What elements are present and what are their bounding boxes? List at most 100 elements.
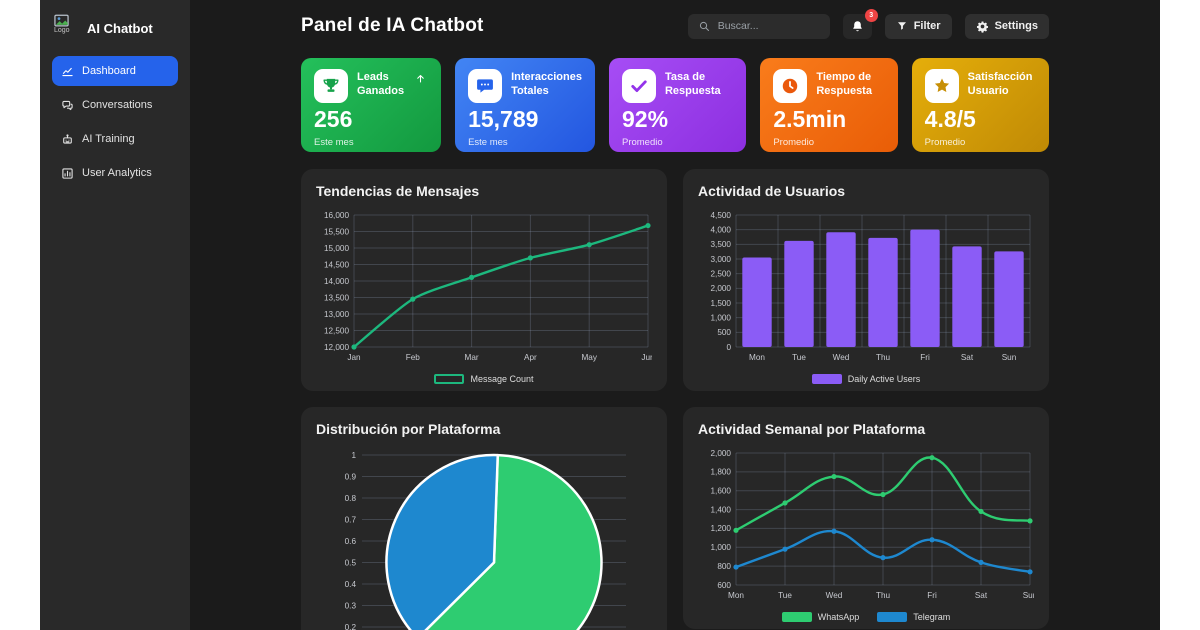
sidebar-item-user-analytics[interactable]: User Analytics bbox=[52, 158, 178, 188]
svg-text:13,500: 13,500 bbox=[324, 293, 349, 302]
svg-text:0.6: 0.6 bbox=[345, 537, 357, 546]
message-trends-line-chart: 12,000 12,500 13,000 13,500 14,000 14,500 15,0… bbox=[324, 211, 655, 362]
chart-legend[interactable]: Daily Active Users bbox=[698, 374, 1034, 384]
stat-cards-row: Leads Ganados 256 Este mes Interacciones… bbox=[301, 58, 1050, 152]
brand: Logo AI Chatbot bbox=[52, 10, 178, 56]
chart-title: Tendencias de Mensajes bbox=[316, 183, 480, 199]
chart-card-weekly-platform-activity: Actividad Semanal por Plataforma 600 800 1… bbox=[683, 407, 1049, 629]
stat-value: 15,789 bbox=[468, 106, 539, 132]
stat-card-satisfaction: Satisfacción Usuario 4.8/5 Promedio bbox=[911, 58, 1050, 152]
search-icon bbox=[698, 20, 710, 32]
svg-text:0.3: 0.3 bbox=[345, 601, 357, 610]
stat-card-leads: Leads Ganados 256 Este mes bbox=[301, 58, 442, 152]
stat-value: 256 bbox=[314, 106, 353, 132]
arrow-up-icon bbox=[413, 69, 428, 84]
svg-text:0.2: 0.2 bbox=[345, 623, 357, 630]
search-box[interactable] bbox=[687, 13, 830, 39]
settings-button[interactable]: Settings bbox=[964, 13, 1049, 39]
stat-subtitle: Promedio bbox=[773, 137, 814, 148]
broken-image-icon: Logo bbox=[54, 14, 78, 42]
svg-text:Mon: Mon bbox=[728, 591, 744, 600]
search-input[interactable] bbox=[715, 19, 816, 33]
svg-text:1,000: 1,000 bbox=[711, 313, 732, 322]
stat-value: 92% bbox=[621, 106, 669, 132]
svg-text:14,000: 14,000 bbox=[324, 277, 349, 286]
svg-text:Jan: Jan bbox=[347, 353, 361, 362]
robot-icon bbox=[61, 133, 74, 146]
svg-text:Wed: Wed bbox=[826, 591, 843, 600]
bell-icon bbox=[850, 19, 865, 34]
trophy-icon bbox=[314, 69, 348, 103]
charts-grid: Tendencias de Mensajes 12,000 12,500 13,00… bbox=[301, 169, 1049, 630]
svg-text:1: 1 bbox=[351, 451, 356, 460]
sidebar-item-label: Dashboard bbox=[82, 65, 136, 77]
svg-text:2,000: 2,000 bbox=[711, 449, 732, 458]
stat-subtitle: Promedio bbox=[621, 137, 663, 148]
svg-text:1,500: 1,500 bbox=[711, 299, 732, 308]
svg-text:Thu: Thu bbox=[876, 353, 891, 362]
sidebar: Logo AI Chatbot Dashboard Conversations … bbox=[40, 0, 190, 630]
sidebar-item-label: Conversations bbox=[82, 99, 153, 111]
sidebar-item-ai-training[interactable]: AI Training bbox=[52, 124, 178, 154]
chart-card-message-trends: Tendencias de Mensajes 12,000 12,500 13,00… bbox=[301, 169, 667, 391]
stat-value: 4.8/5 bbox=[924, 106, 976, 132]
svg-text:0.8: 0.8 bbox=[345, 494, 357, 503]
user-activity-bar-chart: 0 500 1,000 1,500 2,000 2,500 3,000 3,500 4,000 4… bbox=[711, 211, 1031, 362]
svg-text:Sat: Sat bbox=[961, 353, 974, 362]
stat-card-response-rate: Tasa de Respuesta 92% Promedio bbox=[608, 58, 747, 152]
svg-text:600: 600 bbox=[717, 581, 731, 590]
svg-text:1,200: 1,200 bbox=[711, 524, 732, 533]
stat-value: 2.5min bbox=[773, 106, 847, 132]
sidebar-item-dashboard[interactable]: Dashboard bbox=[52, 56, 178, 86]
svg-text:3,000: 3,000 bbox=[711, 255, 732, 264]
svg-text:Mar: Mar bbox=[465, 353, 479, 362]
page-title: Panel de IA Chatbot bbox=[301, 15, 484, 36]
chart-legend[interactable]: WhatsApp Telegram bbox=[698, 612, 1034, 622]
chat-dots-icon bbox=[468, 69, 503, 103]
gear-icon bbox=[976, 20, 989, 33]
filter-button[interactable]: Filter bbox=[884, 13, 952, 39]
svg-text:1,800: 1,800 bbox=[711, 468, 732, 477]
svg-text:15,500: 15,500 bbox=[324, 227, 349, 236]
svg-text:16,000: 16,000 bbox=[324, 211, 349, 220]
bar-chart-icon bbox=[61, 167, 74, 180]
stat-subtitle: Este mes bbox=[468, 137, 508, 148]
chart-card-platform-distribution: Distribución por Plataforma 1 0.9 0.8 0.7 0.… bbox=[301, 407, 667, 630]
stat-title: Tiempo de Respuesta bbox=[816, 71, 872, 97]
svg-text:15,000: 15,000 bbox=[324, 244, 349, 253]
chart-title: Actividad de Usuarios bbox=[698, 183, 846, 199]
svg-text:Tue: Tue bbox=[778, 591, 792, 600]
stat-title: Interacciones Totales bbox=[511, 71, 582, 97]
stat-title: Satisfacción Usuario bbox=[967, 71, 1033, 97]
platform-distribution-pie-chart: 10.90.80.70.60.50.40.30.20.10.0 bbox=[345, 451, 626, 630]
stat-title: Leads Ganados bbox=[357, 71, 405, 97]
svg-text:Tue: Tue bbox=[792, 353, 806, 362]
svg-text:14,500: 14,500 bbox=[324, 260, 349, 269]
svg-text:1,400: 1,400 bbox=[711, 505, 732, 514]
svg-text:Sat: Sat bbox=[975, 591, 988, 600]
stat-subtitle: Promedio bbox=[924, 137, 966, 148]
sidebar-nav: Dashboard Conversations AI Training User… bbox=[52, 56, 178, 188]
chart-line-icon bbox=[61, 65, 74, 78]
svg-text:3,500: 3,500 bbox=[711, 240, 732, 249]
weekly-platform-line-chart: 600 800 1,000 1,200 1,400 1,600 1,800 2,000 Mon T… bbox=[711, 449, 1038, 600]
check-icon bbox=[621, 69, 656, 103]
chart-title: Distribución por Plataforma bbox=[316, 421, 501, 437]
notifications-button[interactable]: 3 bbox=[842, 8, 878, 39]
svg-text:500: 500 bbox=[717, 328, 731, 337]
stat-card-response-time: Tiempo de Respuesta 2.5min Promedio bbox=[760, 58, 898, 152]
svg-text:13,000: 13,000 bbox=[324, 310, 349, 319]
svg-text:Jun: Jun bbox=[641, 353, 652, 362]
svg-text:Wed: Wed bbox=[833, 353, 850, 362]
chart-legend[interactable]: Message Count bbox=[316, 374, 652, 384]
sidebar-item-conversations[interactable]: Conversations bbox=[52, 90, 178, 120]
star-icon bbox=[924, 69, 959, 103]
svg-text:0.9: 0.9 bbox=[345, 472, 357, 481]
chart-title: Actividad Semanal por Plataforma bbox=[698, 421, 926, 437]
svg-text:1,600: 1,600 bbox=[711, 487, 732, 496]
svg-text:12,000: 12,000 bbox=[324, 343, 349, 352]
app-window: Logo AI Chatbot Dashboard Conversations … bbox=[40, 0, 1160, 630]
svg-text:4,000: 4,000 bbox=[711, 225, 732, 234]
stat-card-interactions: Interacciones Totales 15,789 Este mes bbox=[455, 58, 595, 152]
svg-text:12,500: 12,500 bbox=[324, 326, 349, 335]
